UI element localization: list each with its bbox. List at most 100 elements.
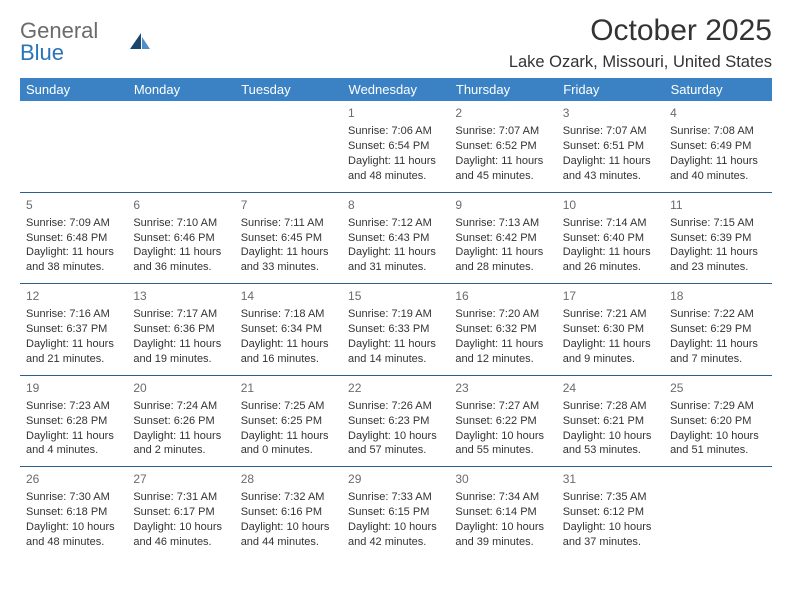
daylight-line: Daylight: 10 hours and 53 minutes. bbox=[563, 429, 658, 459]
day-number: 23 bbox=[455, 380, 550, 396]
day-number: 11 bbox=[670, 197, 765, 213]
calendar-day-cell: 26Sunrise: 7:30 AMSunset: 6:18 PMDayligh… bbox=[20, 467, 127, 558]
sunset-line: Sunset: 6:40 PM bbox=[563, 231, 658, 246]
sunrise-line: Sunrise: 7:23 AM bbox=[26, 399, 121, 414]
sunset-line: Sunset: 6:52 PM bbox=[455, 139, 550, 154]
sunrise-line: Sunrise: 7:08 AM bbox=[670, 124, 765, 139]
calendar-day-cell: 15Sunrise: 7:19 AMSunset: 6:33 PMDayligh… bbox=[342, 284, 449, 376]
sunset-line: Sunset: 6:15 PM bbox=[348, 505, 443, 520]
sunrise-line: Sunrise: 7:12 AM bbox=[348, 216, 443, 231]
sunset-line: Sunset: 6:29 PM bbox=[670, 322, 765, 337]
day-number: 30 bbox=[455, 471, 550, 487]
calendar-week-row: 26Sunrise: 7:30 AMSunset: 6:18 PMDayligh… bbox=[20, 467, 772, 558]
daylight-line: Daylight: 11 hours and 7 minutes. bbox=[670, 337, 765, 367]
calendar-day-cell: 21Sunrise: 7:25 AMSunset: 6:25 PMDayligh… bbox=[235, 375, 342, 467]
day-number: 6 bbox=[133, 197, 228, 213]
day-of-week-header: Thursday bbox=[449, 78, 556, 101]
calendar-day-cell: 24Sunrise: 7:28 AMSunset: 6:21 PMDayligh… bbox=[557, 375, 664, 467]
day-number: 3 bbox=[563, 105, 658, 121]
daylight-line: Daylight: 11 hours and 33 minutes. bbox=[241, 245, 336, 275]
sunrise-line: Sunrise: 7:31 AM bbox=[133, 490, 228, 505]
day-number: 17 bbox=[563, 288, 658, 304]
calendar-empty-cell bbox=[235, 101, 342, 192]
logo: General Blue bbox=[20, 14, 150, 64]
sunrise-line: Sunrise: 7:32 AM bbox=[241, 490, 336, 505]
day-number: 18 bbox=[670, 288, 765, 304]
daylight-line: Daylight: 11 hours and 23 minutes. bbox=[670, 245, 765, 275]
day-of-week-header: Wednesday bbox=[342, 78, 449, 101]
sunrise-line: Sunrise: 7:27 AM bbox=[455, 399, 550, 414]
title-block: October 2025 Lake Ozark, Missouri, Unite… bbox=[509, 14, 772, 72]
sunrise-line: Sunrise: 7:06 AM bbox=[348, 124, 443, 139]
day-number: 27 bbox=[133, 471, 228, 487]
sunset-line: Sunset: 6:20 PM bbox=[670, 414, 765, 429]
daylight-line: Daylight: 11 hours and 43 minutes. bbox=[563, 154, 658, 184]
calendar-header-row: SundayMondayTuesdayWednesdayThursdayFrid… bbox=[20, 78, 772, 101]
sunset-line: Sunset: 6:23 PM bbox=[348, 414, 443, 429]
day-number: 10 bbox=[563, 197, 658, 213]
sunset-line: Sunset: 6:48 PM bbox=[26, 231, 121, 246]
sunrise-line: Sunrise: 7:14 AM bbox=[563, 216, 658, 231]
calendar-week-row: 12Sunrise: 7:16 AMSunset: 6:37 PMDayligh… bbox=[20, 284, 772, 376]
calendar-day-cell: 22Sunrise: 7:26 AMSunset: 6:23 PMDayligh… bbox=[342, 375, 449, 467]
day-number: 29 bbox=[348, 471, 443, 487]
sunset-line: Sunset: 6:54 PM bbox=[348, 139, 443, 154]
sunrise-line: Sunrise: 7:17 AM bbox=[133, 307, 228, 322]
day-number: 14 bbox=[241, 288, 336, 304]
calendar-day-cell: 3Sunrise: 7:07 AMSunset: 6:51 PMDaylight… bbox=[557, 101, 664, 192]
calendar-week-row: 1 Sunrise: 7:06 AMSunset: 6:54 PM Daylight… bbox=[20, 101, 772, 192]
day-number: 2 bbox=[455, 105, 550, 121]
sunrise-line: Sunrise: 7:20 AM bbox=[455, 307, 550, 322]
day-number: 31 bbox=[563, 471, 658, 487]
calendar-day-cell: 25Sunrise: 7:29 AMSunset: 6:20 PMDayligh… bbox=[664, 375, 771, 467]
calendar-day-cell: 30Sunrise: 7:34 AMSunset: 6:14 PMDayligh… bbox=[449, 467, 556, 558]
daylight-line: Daylight: 11 hours and 12 minutes. bbox=[455, 337, 550, 367]
day-number: 25 bbox=[670, 380, 765, 396]
sunset-line: Sunset: 6:43 PM bbox=[348, 231, 443, 246]
daylight-line: Daylight: 10 hours and 42 minutes. bbox=[348, 520, 443, 550]
sunset-line: Sunset: 6:28 PM bbox=[26, 414, 121, 429]
daylight-line: Daylight: 11 hours and 0 minutes. bbox=[241, 429, 336, 459]
calendar-day-cell: 17Sunrise: 7:21 AMSunset: 6:30 PMDayligh… bbox=[557, 284, 664, 376]
daylight-line: Daylight: 11 hours and 36 minutes. bbox=[133, 245, 228, 275]
daylight-line: Daylight: 11 hours and 2 minutes. bbox=[133, 429, 228, 459]
calendar-day-cell: 4Sunrise: 7:08 AMSunset: 6:49 PMDaylight… bbox=[664, 101, 771, 192]
header: General Blue October 2025 Lake Ozark, Mi… bbox=[20, 14, 772, 72]
calendar-day-cell: 16Sunrise: 7:20 AMSunset: 6:32 PMDayligh… bbox=[449, 284, 556, 376]
daylight-line: Daylight: 11 hours and 4 minutes. bbox=[26, 429, 121, 459]
day-number: 5 bbox=[26, 197, 121, 213]
calendar-day-cell: 2Sunrise: 7:07 AMSunset: 6:52 PMDaylight… bbox=[449, 101, 556, 192]
sunrise-line: Sunrise: 7:19 AM bbox=[348, 307, 443, 322]
daylight-line: Daylight: 10 hours and 44 minutes. bbox=[241, 520, 336, 550]
daylight-line: Daylight: 11 hours and 19 minutes. bbox=[133, 337, 228, 367]
daylight-line: Daylight: 10 hours and 39 minutes. bbox=[455, 520, 550, 550]
calendar-day-cell: 19Sunrise: 7:23 AMSunset: 6:28 PMDayligh… bbox=[20, 375, 127, 467]
month-title: October 2025 bbox=[509, 14, 772, 47]
sunrise-line: Sunrise: 7:09 AM bbox=[26, 216, 121, 231]
day-of-week-header: Friday bbox=[557, 78, 664, 101]
calendar-day-cell: 8Sunrise: 7:12 AMSunset: 6:43 PMDaylight… bbox=[342, 192, 449, 284]
day-number: 24 bbox=[563, 380, 658, 396]
daylight-line: Daylight: 11 hours and 31 minutes. bbox=[348, 245, 443, 275]
calendar-day-cell: 14Sunrise: 7:18 AMSunset: 6:34 PMDayligh… bbox=[235, 284, 342, 376]
sunrise-line: Sunrise: 7:07 AM bbox=[455, 124, 550, 139]
daylight-line: Daylight: 11 hours and 38 minutes. bbox=[26, 245, 121, 275]
sunrise-line: Sunrise: 7:26 AM bbox=[348, 399, 443, 414]
sunset-line: Sunset: 6:51 PM bbox=[563, 139, 658, 154]
day-number: 1 bbox=[348, 105, 443, 121]
daylight-line: Daylight: 10 hours and 57 minutes. bbox=[348, 429, 443, 459]
sunrise-line: Sunrise: 7:30 AM bbox=[26, 490, 121, 505]
daylight-line: Daylight: 11 hours and 21 minutes. bbox=[26, 337, 121, 367]
calendar-day-cell: 20Sunrise: 7:24 AMSunset: 6:26 PMDayligh… bbox=[127, 375, 234, 467]
day-of-week-header: Tuesday bbox=[235, 78, 342, 101]
calendar-day-cell: 7Sunrise: 7:11 AMSunset: 6:45 PMDaylight… bbox=[235, 192, 342, 284]
calendar-empty-cell bbox=[20, 101, 127, 192]
day-number: 12 bbox=[26, 288, 121, 304]
daylight-line: Daylight: 10 hours and 46 minutes. bbox=[133, 520, 228, 550]
sunrise-line: Sunrise: 7:24 AM bbox=[133, 399, 228, 414]
sunrise-line: Sunrise: 7:34 AM bbox=[455, 490, 550, 505]
sunset-line: Sunset: 6:30 PM bbox=[563, 322, 658, 337]
day-of-week-header: Saturday bbox=[664, 78, 771, 101]
day-number: 21 bbox=[241, 380, 336, 396]
sunrise-line: Sunrise: 7:16 AM bbox=[26, 307, 121, 322]
